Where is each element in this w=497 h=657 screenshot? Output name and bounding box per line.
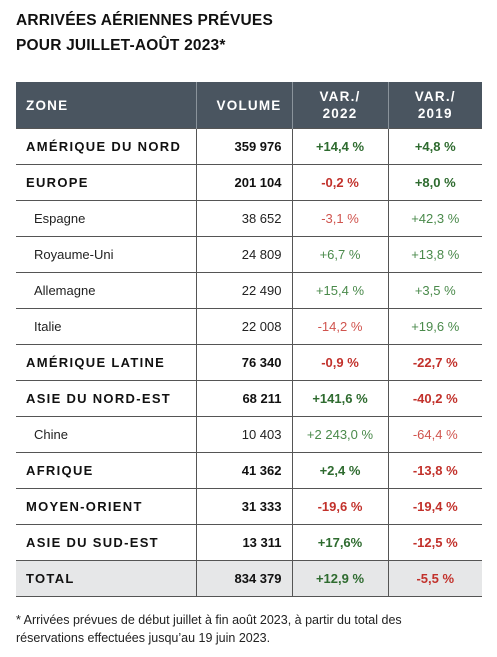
var-2022-value: +6,7 % <box>291 236 388 273</box>
total-label: TOTAL <box>16 560 196 597</box>
total-var-2019: -5,5 % <box>387 560 482 597</box>
header-var-2022-line2: 2022 <box>322 106 358 121</box>
zone-name: MOYEN-ORIENT <box>16 488 196 525</box>
footnote-line-2: réservations effectuées jusqu’au 19 juin… <box>16 631 271 645</box>
header-var-2022-line1: VAR./ <box>319 89 361 104</box>
volume-value: 22 008 <box>195 308 292 345</box>
footnote: * Arrivées prévues de début juillet à fi… <box>16 611 486 647</box>
table-row: Chine 10 403 +2 243,0 % -64,4 % <box>16 416 482 453</box>
header-var-2022: VAR./ 2022 <box>291 82 388 129</box>
volume-value: 38 652 <box>195 200 292 237</box>
var-2022-value: -14,2 % <box>291 308 388 345</box>
title-line-2: POUR JUILLET-AOÛT 2023* <box>16 37 226 54</box>
title-line-1: ARRIVÉES AÉRIENNES PRÉVUES <box>16 12 273 29</box>
volume-value: 201 104 <box>195 164 292 201</box>
table-row: AFRIQUE 41 362 +2,4 % -13,8 % <box>16 452 482 489</box>
header-zone: ZONE <box>16 82 196 129</box>
header-var-2019-line2: 2019 <box>417 106 453 121</box>
volume-value: 22 490 <box>195 272 292 309</box>
volume-value: 359 976 <box>195 128 292 165</box>
var-2019-value: +4,8 % <box>387 128 482 165</box>
table-row: AMÉRIQUE DU NORD 359 976 +14,4 % +4,8 % <box>16 128 482 165</box>
var-2022-value: -3,1 % <box>291 200 388 237</box>
var-2019-value: +42,3 % <box>387 200 482 237</box>
var-2022-value: +14,4 % <box>291 128 388 165</box>
var-2019-value: -64,4 % <box>387 416 482 453</box>
var-2022-value: +17,6% <box>291 524 388 561</box>
zone-name: ASIE DU NORD-EST <box>16 380 196 417</box>
zone-name: ASIE DU SUD-EST <box>16 524 196 561</box>
var-2019-value: -13,8 % <box>387 452 482 489</box>
volume-value: 13 311 <box>195 524 292 561</box>
table-row: Italie 22 008 -14,2 % +19,6 % <box>16 308 482 345</box>
var-2022-value: +2 243,0 % <box>291 416 388 453</box>
volume-value: 24 809 <box>195 236 292 273</box>
table-row: ASIE DU NORD-EST 68 211 +141,6 % -40,2 % <box>16 380 482 417</box>
volume-value: 31 333 <box>195 488 292 525</box>
header-row: ZONE VOLUME VAR./ 2022 VAR./ 2019 <box>16 82 482 129</box>
var-2022-value: -0,2 % <box>291 164 388 201</box>
page-title: ARRIVÉES AÉRIENNES PRÉVUES POUR JUILLET-… <box>16 8 273 58</box>
volume-value: 68 211 <box>195 380 292 417</box>
var-2022-value: +141,6 % <box>291 380 388 417</box>
country-name: Italie <box>16 308 196 345</box>
var-2019-value: +8,0 % <box>387 164 482 201</box>
var-2019-value: -40,2 % <box>387 380 482 417</box>
total-var-2022: +12,9 % <box>291 560 388 597</box>
table-row: AMÉRIQUE LATINE 76 340 -0,9 % -22,7 % <box>16 344 482 381</box>
var-2022-value: +15,4 % <box>291 272 388 309</box>
country-name: Allemagne <box>16 272 196 309</box>
table-row: MOYEN-ORIENT 31 333 -19,6 % -19,4 % <box>16 488 482 525</box>
country-name: Espagne <box>16 200 196 237</box>
table-row: Allemagne 22 490 +15,4 % +3,5 % <box>16 272 482 309</box>
var-2019-value: -19,4 % <box>387 488 482 525</box>
volume-value: 76 340 <box>195 344 292 381</box>
zone-name: AFRIQUE <box>16 452 196 489</box>
volume-value: 10 403 <box>195 416 292 453</box>
var-2019-value: +3,5 % <box>387 272 482 309</box>
var-2022-value: -0,9 % <box>291 344 388 381</box>
header-var-2019: VAR./ 2019 <box>387 82 482 129</box>
zone-name: AMÉRIQUE DU NORD <box>16 128 196 165</box>
header-volume: VOLUME <box>195 82 292 129</box>
volume-value: 41 362 <box>195 452 292 489</box>
zone-name: EUROPE <box>16 164 196 201</box>
var-2019-value: -22,7 % <box>387 344 482 381</box>
arrivals-table: ZONE VOLUME VAR./ 2022 VAR./ 2019 AMÉRIQ… <box>16 82 482 597</box>
var-2022-value: -19,6 % <box>291 488 388 525</box>
total-row: TOTAL 834 379 +12,9 % -5,5 % <box>16 560 482 597</box>
var-2022-value: +2,4 % <box>291 452 388 489</box>
var-2019-value: +19,6 % <box>387 308 482 345</box>
table-row: EUROPE 201 104 -0,2 % +8,0 % <box>16 164 482 201</box>
footnote-line-1: * Arrivées prévues de début juillet à fi… <box>16 613 402 627</box>
var-2019-value: -12,5 % <box>387 524 482 561</box>
header-var-2019-line1: VAR./ <box>414 89 456 104</box>
country-name: Chine <box>16 416 196 453</box>
table-row: Royaume-Uni 24 809 +6,7 % +13,8 % <box>16 236 482 273</box>
table-row: ASIE DU SUD-EST 13 311 +17,6% -12,5 % <box>16 524 482 561</box>
country-name: Royaume-Uni <box>16 236 196 273</box>
total-volume: 834 379 <box>195 560 292 597</box>
table-row: Espagne 38 652 -3,1 % +42,3 % <box>16 200 482 237</box>
zone-name: AMÉRIQUE LATINE <box>16 344 196 381</box>
var-2019-value: +13,8 % <box>387 236 482 273</box>
